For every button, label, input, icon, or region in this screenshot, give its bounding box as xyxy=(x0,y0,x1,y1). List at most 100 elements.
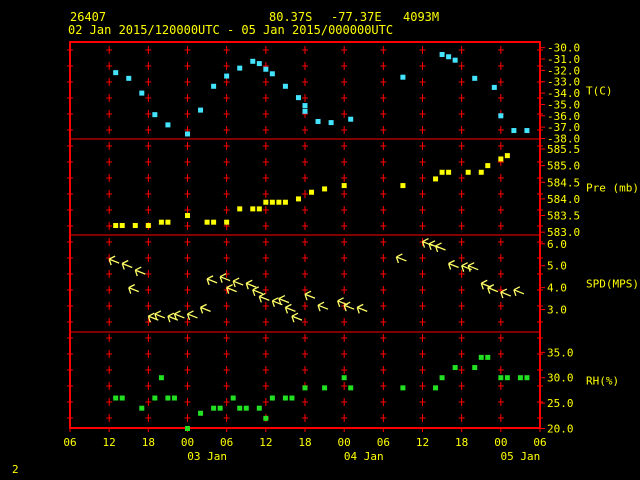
pressure-point xyxy=(185,213,190,219)
wind-arrow xyxy=(304,290,316,301)
y-tick-label-wind: 6.0 xyxy=(547,238,567,251)
pressure-point xyxy=(224,219,230,225)
x-tick-label: 12 xyxy=(259,436,272,449)
temperature-point xyxy=(152,112,158,118)
temperature-point xyxy=(126,75,132,81)
temperature-point xyxy=(302,108,308,114)
x-tick-label: 18 xyxy=(142,436,155,449)
x-tick-label: 00 xyxy=(181,436,194,449)
temperature-point xyxy=(237,65,243,71)
pressure-point xyxy=(433,176,439,182)
pressure-point xyxy=(309,189,315,195)
wind-arrow xyxy=(278,295,290,305)
y-tick-label-wind: 5.0 xyxy=(547,260,567,273)
temperature-point xyxy=(524,128,530,134)
rh-point xyxy=(400,385,406,391)
rh-point xyxy=(171,395,177,401)
rh-point xyxy=(433,385,439,391)
y-tick-label-temperature: -35.0 xyxy=(547,98,580,111)
pressure-point xyxy=(250,206,256,212)
wind-arrow xyxy=(232,277,244,288)
temperature-point xyxy=(113,70,119,76)
x-tick-label: 00 xyxy=(494,436,507,449)
temperature-point xyxy=(139,90,145,96)
rh-point xyxy=(517,375,523,381)
pressure-point xyxy=(478,169,484,175)
y-tick-label-rh: 30.0 xyxy=(547,372,574,385)
y-tick-label-pressure: 584.0 xyxy=(547,193,580,206)
pressure-point xyxy=(256,206,262,212)
pressure-point xyxy=(341,183,347,189)
pressure-point xyxy=(446,169,452,175)
rh-point xyxy=(478,354,484,360)
temperature-point xyxy=(498,113,504,119)
wind-arrow xyxy=(343,301,355,312)
temperature-point xyxy=(165,122,171,128)
x-tick-label: 12 xyxy=(416,436,429,449)
y-tick-label-temperature: -30.0 xyxy=(547,42,580,55)
pressure-point xyxy=(204,219,210,225)
rh-point xyxy=(119,395,125,401)
pressure-point xyxy=(119,223,125,229)
temperature-point xyxy=(302,103,308,109)
y-tick-label-pressure: 583.5 xyxy=(547,210,580,223)
temperature-point xyxy=(400,74,406,80)
y-tick-label-temperature: -31.0 xyxy=(547,53,580,66)
rh-point xyxy=(165,395,171,401)
rh-point xyxy=(113,395,119,401)
wind-arrow xyxy=(500,288,512,299)
x-tick-label: 00 xyxy=(338,436,351,449)
wind-arrow xyxy=(467,262,479,272)
wind-arrow xyxy=(186,310,198,321)
temperature-point xyxy=(269,71,275,77)
temperature-point xyxy=(224,73,230,79)
wind-arrow xyxy=(245,279,257,290)
pressure-point xyxy=(132,223,138,229)
temperature-point xyxy=(295,95,301,101)
rh-point xyxy=(452,365,458,371)
x-tick-label: 06 xyxy=(377,436,390,449)
wind-arrow xyxy=(154,310,166,321)
rh-point xyxy=(256,405,262,411)
y-tick-label-pressure: 585.5 xyxy=(547,143,580,156)
temperature-point xyxy=(198,107,204,113)
longitude: -77.37E xyxy=(331,10,382,24)
x-date-label: 03 Jan xyxy=(187,450,227,463)
pressure-point xyxy=(165,219,171,225)
rh-point xyxy=(439,375,445,381)
wind-arrow xyxy=(134,266,146,277)
station-id: 26407 xyxy=(70,10,107,24)
temperature-point xyxy=(282,83,288,89)
x-date-label: 04 Jan xyxy=(344,450,384,463)
wind-arrow xyxy=(434,242,446,253)
wind-arrow xyxy=(395,253,407,264)
pressure-point xyxy=(485,163,491,169)
rh-point xyxy=(198,410,204,416)
pressure-point xyxy=(498,156,504,162)
y-axis-label-rh: RH(%) xyxy=(586,374,619,387)
y-tick-label-temperature: -34.0 xyxy=(547,87,580,100)
rh-point xyxy=(485,354,491,360)
wind-arrow xyxy=(252,286,264,297)
temperature-point xyxy=(263,66,269,72)
temperature-point xyxy=(452,57,458,63)
rh-point xyxy=(158,375,164,381)
rh-point xyxy=(211,405,217,411)
rh-point xyxy=(185,426,190,431)
rh-point xyxy=(289,395,295,401)
pressure-point xyxy=(269,199,275,205)
pressure-point xyxy=(237,206,243,212)
temperature-point xyxy=(446,54,452,60)
rh-point xyxy=(302,385,308,391)
wind-arrow xyxy=(291,312,303,323)
pressure-point xyxy=(276,199,282,205)
pressure-point xyxy=(295,196,301,202)
wind-arrow xyxy=(206,275,218,286)
rh-point xyxy=(230,395,236,401)
y-tick-label-pressure: 585.0 xyxy=(547,160,580,173)
rh-point xyxy=(237,405,243,411)
x-tick-label: 06 xyxy=(220,436,233,449)
pressure-point xyxy=(465,169,471,175)
y-tick-label-temperature: -38.0 xyxy=(547,133,580,146)
